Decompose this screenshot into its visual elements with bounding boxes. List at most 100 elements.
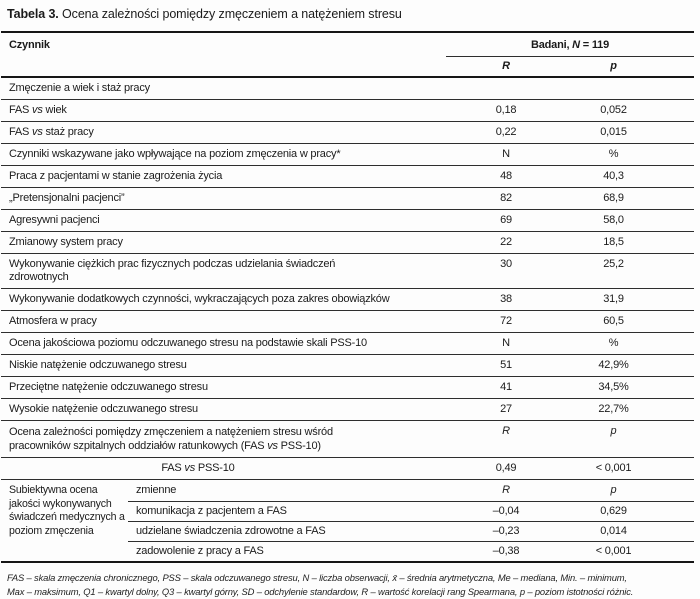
table-body: Zmęczenie a wiek i staż pracy FAS vs wie… [1,76,694,562]
row-label: Wysokie natężenie odczuwanego stresu [1,398,401,421]
cell-p: 68,9 [571,187,694,210]
table-row: komunikacja z pacjentem a FAS –0,04 0,62… [1,501,694,522]
group-label-part: Badani, [530,39,573,51]
row-label: „Pretensjonalni pacjenci” [1,187,401,210]
row-label: FAS vs PSS-10 [1,457,401,480]
cell-r: N [401,332,571,355]
header-row-group: Czynnik Badani, N = 119 [1,32,694,57]
table-header: Czynnik Badani, N = 119 R p [1,32,694,77]
cell-p: % [571,143,694,166]
header-row-stats: R p [1,57,694,77]
table-row: FAS vs PSS-10 0,49 < 0,001 [1,457,694,480]
cell-r: 0,18 [401,99,571,122]
row-label: Ocena zależności pomiędzy zmęczeniem a n… [1,420,401,458]
footnote-line: FAS – skala zmęczenia chronicznego, PSS … [7,572,627,583]
label-part-italic: vs [32,104,43,116]
cell-r: –0,04 [401,501,571,522]
footnote-line: Max – maksimum, Q1 – kwartyl dolny, Q3 –… [7,586,634,597]
cell-p: 0,629 [571,501,694,522]
cell-p: 0,052 [571,99,694,122]
results-table: Czynnik Badani, N = 119 R p Zmęczenie a … [1,31,694,563]
col-header-factor: Czynnik [9,39,50,51]
row-group-label: Subiektywna ocena jakości wykonywanych ś… [1,479,128,562]
label-part-italic: vs [267,440,278,452]
cell-r: 69 [401,209,571,232]
table-row: Wysokie natężenie odczuwanego stresu 27 … [1,398,694,421]
cell-r: R [401,420,571,458]
cell-p: 58,0 [571,209,694,232]
cell-r: 51 [401,354,571,377]
cell-p: 40,3 [571,165,694,188]
cell-p: % [571,332,694,355]
cell-p: p [571,420,694,458]
row-label: Niskie natężenie odczuwanego stresu [1,354,401,377]
table-row: Zmęczenie a wiek i staż pracy [1,76,694,100]
table-row: „Pretensjonalni pacjenci” 82 68,9 [1,187,694,210]
row-label: zadowolenie z pracy a FAS [128,541,401,562]
cell-r: N [401,143,571,166]
label-part: PSS-10) [277,440,321,452]
row-label: Zmianowy system pracy [1,231,401,254]
table-row: udzielane świadczenia zdrowotne a FAS –0… [1,521,694,542]
table-row: Praca z pacjentami w stanie zagrożenia ż… [1,165,694,188]
table-row: Wykonywanie dodatkowych czynności, wykra… [1,288,694,311]
group-label-n: N [572,39,580,51]
cell-r: 72 [401,310,571,333]
table-title-text: Ocena zależności pomiędzy zmęczeniem a n… [58,7,402,21]
table-row: Zmianowy system pracy 22 18,5 [1,231,694,254]
table-row: Niskie natężenie odczuwanego stresu 51 4… [1,354,694,377]
row-label: komunikacja z pacjentem a FAS [128,501,401,522]
cell-r: R [401,479,571,502]
label-part: FAS [9,104,33,116]
col-header-group-label: Badani, N = 119 [446,39,694,57]
table-row: FAS vs staż pracy 0,22 0,015 [1,121,694,144]
cell-p [571,76,694,100]
cell-r: 27 [401,398,571,421]
cell-p: < 0,001 [571,457,694,480]
row-label: Agresywni pacjenci [1,209,401,232]
cell-r: 38 [401,288,571,311]
col-header-group: Badani, N = 119 [401,32,694,57]
row-label: Przeciętne natężenie odczuwanego stresu [1,376,401,399]
cell-r: 82 [401,187,571,210]
cell-r: –0,38 [401,541,571,562]
label-part-italic: vs [32,126,43,138]
cell-p: p [571,479,694,502]
row-label: FAS vs wiek [1,99,401,122]
table-row-section: Czynniki wskazywane jako wpływające na p… [1,143,694,166]
row-label: FAS vs staż pracy [1,121,401,144]
cell-p: 31,9 [571,288,694,311]
row-label: zmienne [128,479,401,502]
col-header-p: p [610,60,617,72]
table-row: zadowolenie z pracy a FAS –0,38 < 0,001 [1,541,694,562]
cell-r: –0,23 [401,521,571,542]
cell-p: 0,015 [571,121,694,144]
row-label: Ocena jakościowa poziomu odczuwanego str… [1,332,401,355]
label-part: staż pracy [42,126,94,138]
cell-p: 25,2 [571,253,694,289]
table-row: Wykonywanie ciężkich prac fizycznych pod… [1,253,694,289]
label-part: FAS [161,462,185,474]
cell-p: 18,5 [571,231,694,254]
cell-p: 42,9% [571,354,694,377]
cell-p: < 0,001 [571,541,694,562]
group-label-part: = 119 [579,39,610,51]
row-label: Wykonywanie dodatkowych czynności, wykra… [1,288,401,311]
row-label: Praca z pacjentami w stanie zagrożenia ż… [1,165,401,188]
cell-r: 0,49 [401,457,571,480]
cell-r: 22 [401,231,571,254]
table-row-section: Ocena jakościowa poziomu odczuwanego str… [1,332,694,355]
cell-p: 0,014 [571,521,694,542]
table-row: Subiektywna ocena jakości wykonywanych ś… [1,479,694,562]
table-row: Atmosfera w pracy 72 60,5 [1,310,694,333]
table-title-number: Tabela 3. [7,7,59,21]
cell-r [401,76,571,100]
col-header-r: R [502,60,510,72]
cell-p: 60,5 [571,310,694,333]
label-part: FAS [9,126,33,138]
label-part: Ocena zależności pomiędzy zmęczeniem a n… [9,426,333,452]
table-title: Tabela 3. Ocena zależności pomiędzy zmęc… [0,7,700,22]
table-row: FAS vs wiek 0,18 0,052 [1,99,694,122]
cell-p: 22,7% [571,398,694,421]
